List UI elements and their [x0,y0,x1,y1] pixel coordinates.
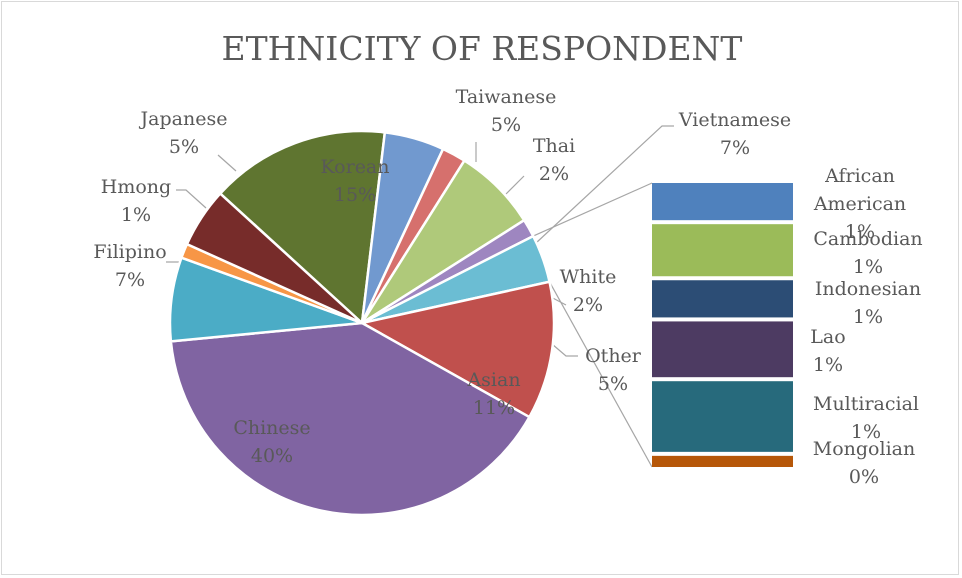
data-label-multiracial: Multiracial 1% [813,393,919,443]
data-label-taiwanese: Taiwanese 5% [456,86,557,136]
data-labels: Korean 15% Taiwanese 5%Thai 2% Vietnamese 7% Wh… [93,86,922,488]
data-label-korean: Korean 15% [320,156,389,206]
data-label-mongolian: Mongolian 0% [813,438,915,488]
chart-title: ETHNICITY OF RESPONDENT [222,29,743,68]
data-label-chinese: Chinese 40% [233,417,310,467]
bar-segment-mongolian [652,455,793,467]
data-label-hmong: Hmong 1% [101,176,171,226]
pie-slice-asian [360,280,556,419]
leader-line-vietnamese [535,125,674,244]
bar-segment-multiracial [652,381,793,452]
data-label-thai: Thai 2% [533,135,575,185]
bar-segment-african-american [652,183,793,221]
pie-slices [168,129,556,517]
bar-segment-indonesian [652,280,793,318]
pie-slice-japanese [185,192,364,325]
leader-line-hmong [176,189,207,209]
data-label-vietnamese: Vietnamese 7% [678,109,791,159]
data-label-white: White 2% [560,266,617,316]
data-label-african-american: African American 1% [813,165,906,243]
data-label-filipino: Filipino 7% [93,241,166,291]
data-label-lao: Lao 1% [810,326,845,376]
leader-line-japanese [217,154,237,172]
other-breakdown-bar [652,183,793,467]
pie-slice-korean [218,129,387,325]
bar-segment-lao [652,321,793,378]
leader-line-thai [505,175,525,195]
pie-slice-chinese [169,321,531,517]
bar-segment-cambodian [652,224,793,277]
data-label-indonesian: Indonesian 1% [815,278,921,328]
data-label-japanese: Japanese 5% [139,108,228,158]
data-label-cambodian: Cambodian 1% [813,228,922,278]
connector-line-bottom [548,281,653,468]
data-label-other: Other 5% [585,345,642,395]
leader-line-other [551,343,578,357]
leader-lines [166,125,674,468]
data-label-asian: Asian 11% [466,369,520,419]
